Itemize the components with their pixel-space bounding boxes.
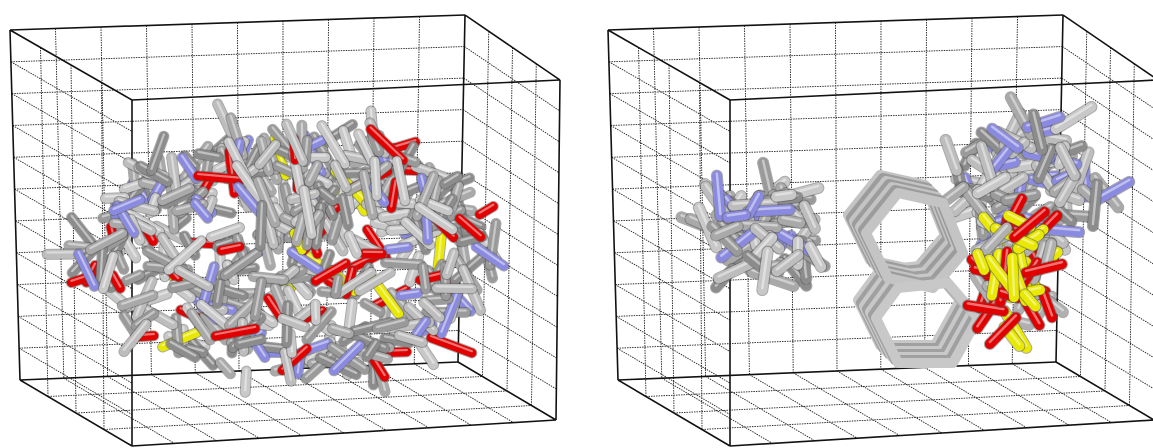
grid-line (41, 48, 49, 397)
grid-line (639, 48, 647, 397)
bond-highlight (437, 286, 473, 287)
grid-line (507, 48, 513, 392)
box-edge (730, 420, 1153, 446)
left-panel (10, 15, 560, 446)
bond-highlight (1012, 256, 1014, 295)
grid-line (836, 23, 838, 372)
bond-highlight (315, 302, 316, 318)
grid-line (1105, 48, 1111, 392)
box-edge (10, 30, 20, 380)
right-panel (608, 15, 1153, 446)
grid-line (669, 65, 674, 413)
box-edge (132, 420, 556, 446)
box-edge (1056, 362, 1153, 420)
box-edge (10, 30, 132, 100)
box-edge (608, 30, 618, 380)
box-edge (132, 80, 560, 100)
grid-line (749, 375, 857, 439)
grid-line (1059, 236, 1153, 297)
box-edge (556, 80, 560, 420)
bond (437, 288, 473, 289)
grid-line (71, 65, 76, 413)
grid-line (1058, 267, 1153, 327)
grid-line (699, 27, 706, 376)
grid-line (654, 29, 662, 379)
grid-line (76, 391, 507, 413)
box-edge (618, 380, 730, 446)
bond (391, 230, 406, 231)
box-edge (618, 362, 1056, 380)
grid-line (532, 64, 537, 406)
bond-highlight (245, 369, 246, 390)
grid-line (1130, 64, 1135, 406)
grid-line (615, 285, 730, 352)
grid-line (1057, 299, 1153, 358)
grid-line (925, 367, 1027, 427)
grid-line (674, 391, 1105, 413)
bond-highlight (391, 228, 406, 229)
box-edge (608, 30, 730, 100)
grid-line (56, 29, 64, 379)
grid-line (1062, 47, 1153, 111)
bond (719, 263, 752, 278)
box-edge (20, 362, 458, 380)
box-edge (20, 380, 132, 446)
page: {} (() => { const data = JSON.parse(docu… (0, 0, 1153, 448)
box-edge (1063, 15, 1153, 80)
figure (0, 0, 1153, 448)
